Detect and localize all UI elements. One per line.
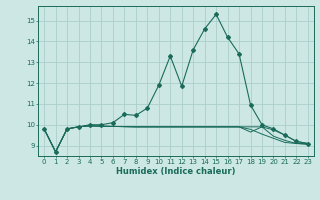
X-axis label: Humidex (Indice chaleur): Humidex (Indice chaleur) — [116, 167, 236, 176]
